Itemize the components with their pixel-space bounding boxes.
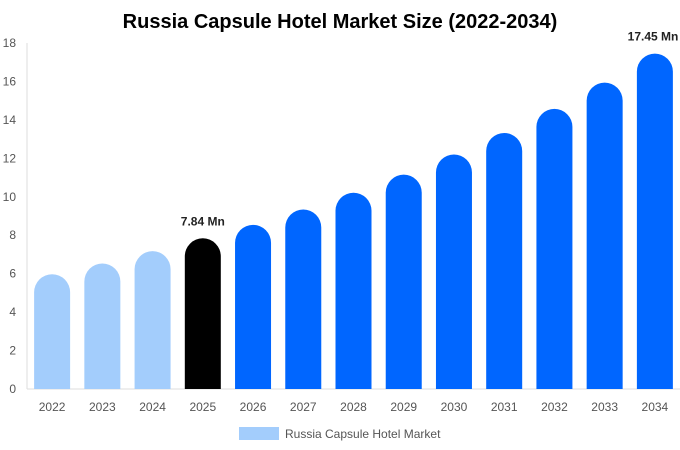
y-tick-label: 8 <box>9 228 16 242</box>
y-tick-label: 4 <box>9 305 16 319</box>
x-tick-label: 2024 <box>139 400 166 414</box>
legend-swatch <box>239 427 279 440</box>
x-tick-label: 2028 <box>340 400 367 414</box>
y-tick-label: 12 <box>3 151 17 165</box>
x-tick-label: 2032 <box>541 400 568 414</box>
x-tick-label: 2029 <box>390 400 417 414</box>
bar-2033 <box>586 82 623 389</box>
bar-2031 <box>486 132 523 389</box>
x-tick-label: 2026 <box>240 400 267 414</box>
legend-label: Russia Capsule Hotel Market <box>285 427 441 441</box>
y-tick-label: 10 <box>3 190 17 204</box>
bar-2029 <box>385 174 422 389</box>
bar-2022 <box>34 274 71 389</box>
x-tick-label: 2033 <box>591 400 618 414</box>
bar-2023 <box>84 263 121 389</box>
data-label: 17.45 Mn <box>628 30 679 44</box>
bar-2027 <box>285 209 322 389</box>
bar-2028 <box>335 192 372 389</box>
y-tick-label: 6 <box>9 267 16 281</box>
bar-2030 <box>435 154 472 389</box>
x-tick-label: 2034 <box>642 400 669 414</box>
x-tick-label: 2030 <box>441 400 468 414</box>
y-tick-label: 14 <box>3 113 17 127</box>
x-tick-label: 2023 <box>89 400 116 414</box>
bar-2024 <box>134 251 171 389</box>
x-tick-label: 2031 <box>491 400 518 414</box>
chart-title: Russia Capsule Hotel Market Size (2022-2… <box>123 11 558 33</box>
y-tick-label: 18 <box>3 36 17 50</box>
y-tick-label: 0 <box>9 382 16 396</box>
data-label: 7.84 Mn <box>181 214 225 228</box>
bar-2032 <box>536 108 573 389</box>
x-tick-label: 2022 <box>39 400 66 414</box>
x-tick-label: 2025 <box>189 400 216 414</box>
y-tick-label: 16 <box>3 74 17 88</box>
x-tick-label: 2027 <box>290 400 317 414</box>
bar-2026 <box>235 224 272 389</box>
bar-2025 <box>184 238 221 389</box>
legend: Russia Capsule Hotel Market <box>239 427 441 441</box>
bar-2034 <box>636 53 673 390</box>
y-tick-label: 2 <box>9 344 16 358</box>
